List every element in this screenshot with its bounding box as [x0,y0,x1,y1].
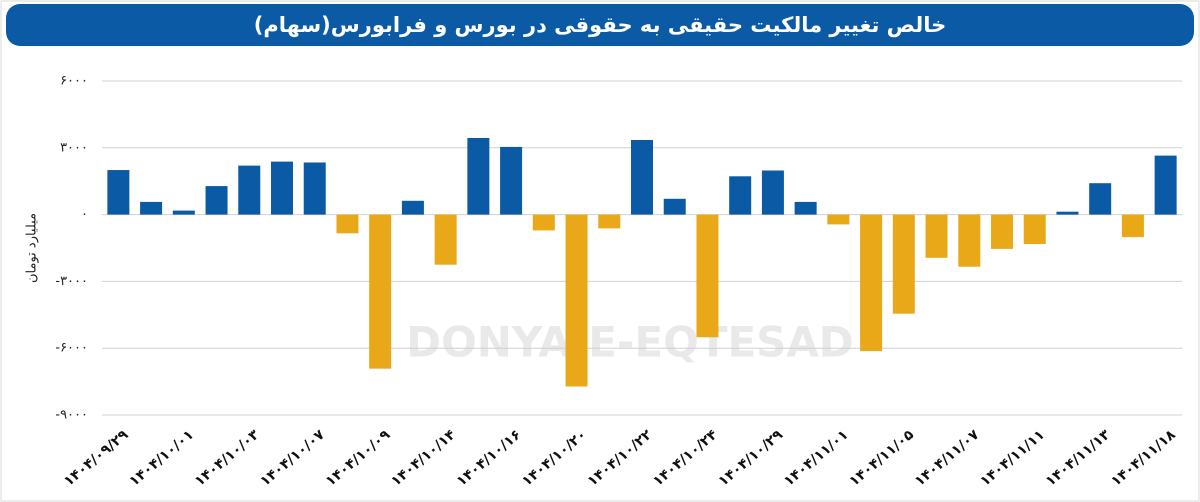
bar [892,214,915,314]
bar [696,214,719,338]
watermark: DONYA-E-EQTESAD [406,318,854,367]
bar [401,200,424,215]
bar [958,214,981,267]
bar [1121,214,1144,238]
bar [729,176,752,215]
bar [1056,211,1079,215]
bar [598,214,621,229]
bar [271,161,293,215]
bar [761,170,784,215]
y-tick-label: ۳۰۰۰ [60,140,88,155]
bar [467,138,490,215]
bar [860,214,883,352]
y-tick-label: ۶۰۰۰ [60,74,88,89]
bar [827,214,850,225]
bar [663,198,686,215]
bar [565,214,588,387]
title-bar [6,4,1194,46]
y-tick-label: -۹۰۰۰ [55,408,88,423]
bar [303,162,326,215]
bar [140,201,163,215]
bar [925,214,948,258]
bar [1089,183,1112,215]
bar [107,170,130,215]
bar [369,214,392,369]
chart-title: خالص تغییر مالکیت حقیقی به حقوقی در بورس… [254,13,946,37]
bar [336,214,359,234]
y-tick-label: -۳۰۰۰ [55,274,88,289]
y-tick-label: -۶۰۰۰ [55,341,88,356]
bar [1154,155,1177,215]
bar [991,214,1013,249]
bar [434,214,457,265]
bar [172,210,195,215]
bar [205,186,228,215]
bar [500,146,523,215]
bar [631,140,653,215]
bar [1023,214,1046,244]
y-axis-label: میلیارد تومان [25,213,40,283]
bar [532,214,555,231]
y-tick-label: ۰ [81,207,88,222]
bar [238,165,261,215]
bar [794,201,817,215]
